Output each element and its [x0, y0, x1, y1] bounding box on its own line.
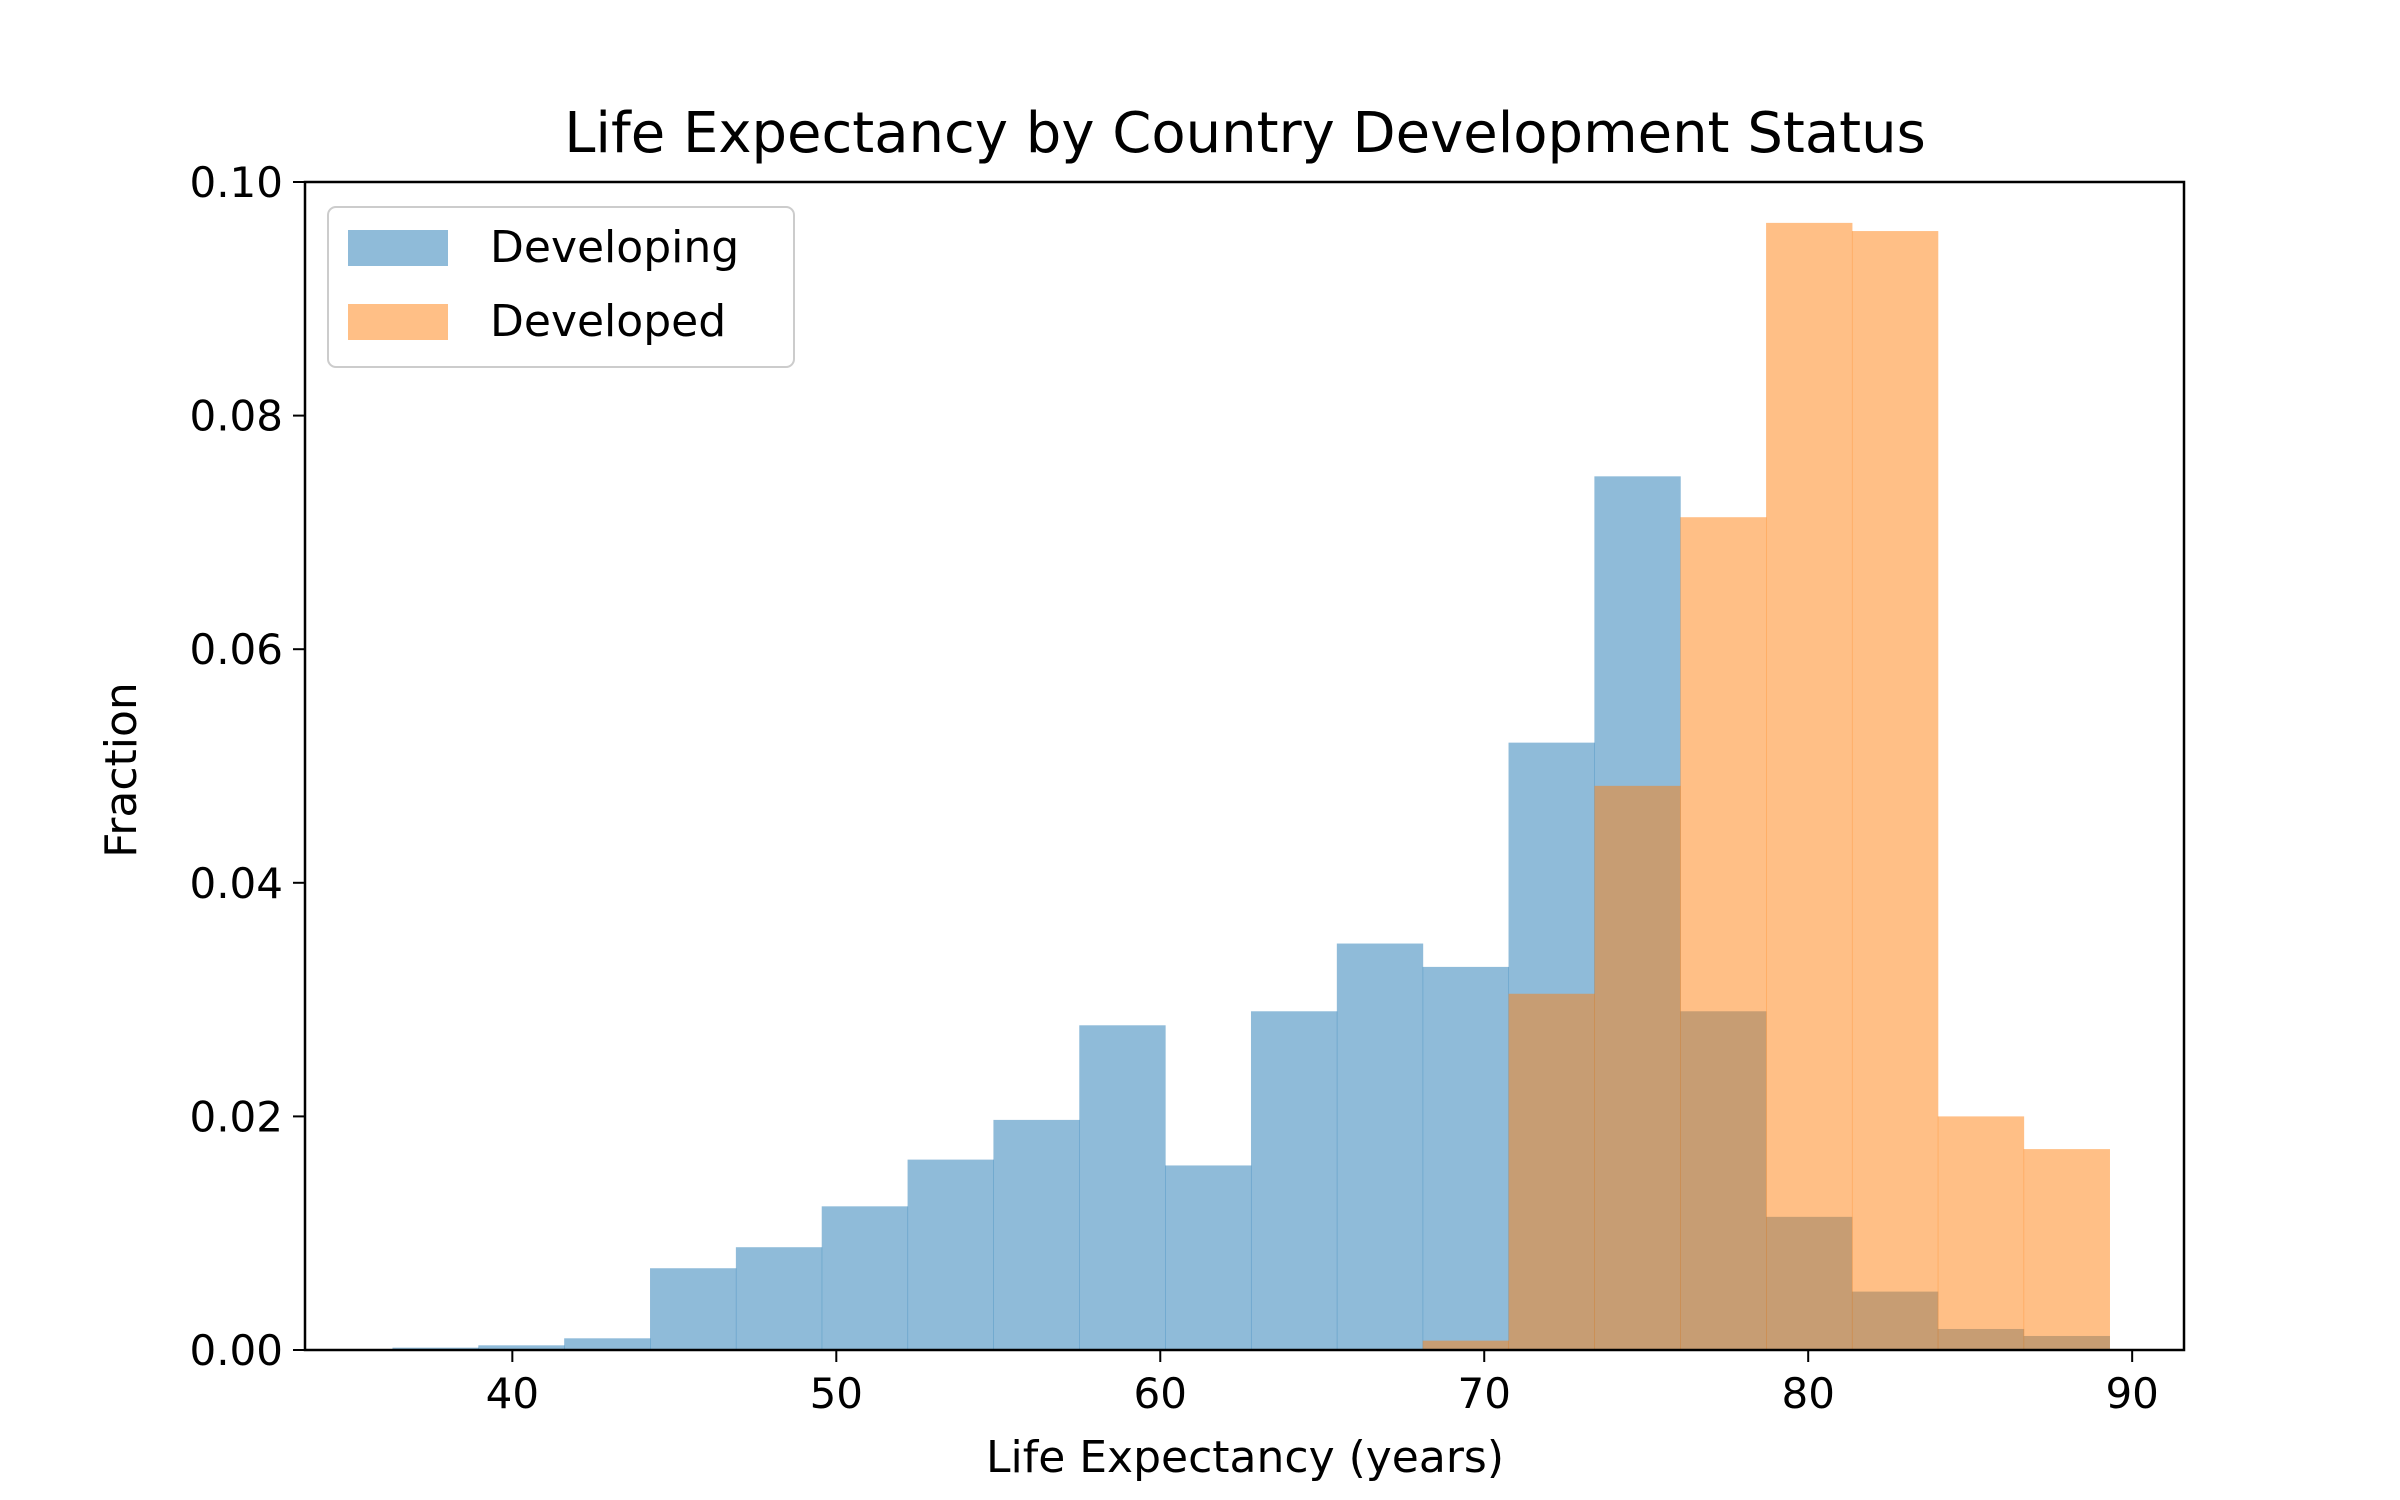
y-tick-label: 0.00 [189, 1326, 283, 1375]
legend-swatch-developing [348, 230, 448, 266]
bar-developing-1 [478, 1345, 565, 1350]
legend-label-developed: Developed [490, 296, 726, 347]
bar-developed-16 [1766, 222, 1853, 1350]
bar-developed-19 [2023, 1149, 2110, 1350]
bar-developing-9 [1165, 1165, 1252, 1350]
bar-developed-13 [1508, 993, 1595, 1350]
legend-swatch-developed [348, 304, 448, 340]
y-axis: 0.00 0.02 0.04 0.06 0.08 0.10 [189, 158, 305, 1375]
x-tick-label: 90 [2105, 1369, 2158, 1418]
bar-developing-2 [564, 1338, 651, 1350]
bar-developed-18 [1937, 1116, 2025, 1350]
bar-developed-14 [1594, 785, 1681, 1350]
x-tick-label: 50 [810, 1369, 863, 1418]
y-tick-label: 0.04 [189, 859, 283, 908]
bar-developing-12 [1422, 966, 1510, 1350]
bars-layer [392, 222, 2110, 1350]
bar-developing-5 [821, 1206, 909, 1350]
chart-title: Life Expectancy by Country Development S… [564, 101, 1926, 166]
bar-developing-10 [1250, 1011, 1338, 1350]
y-tick-label: 0.02 [189, 1092, 283, 1141]
x-tick-label: 40 [486, 1369, 539, 1418]
legend: Developing Developed [327, 206, 795, 368]
x-tick-label: 70 [1458, 1369, 1511, 1418]
bar-developed-12 [1422, 1340, 1510, 1350]
bar-developing-8 [1079, 1025, 1166, 1350]
bar-developing-6 [907, 1159, 994, 1350]
x-axis-label: Life Expectancy (years) [986, 1432, 1504, 1483]
x-axis: 40 50 60 70 80 90 [486, 1350, 2159, 1418]
bar-developing-7 [993, 1119, 1080, 1350]
bar-developed-15 [1680, 517, 1767, 1350]
x-tick-label: 60 [1134, 1369, 1187, 1418]
plot-frame [303, 180, 2186, 1352]
y-tick-label: 0.08 [189, 392, 283, 441]
legend-label-developing: Developing [490, 222, 739, 273]
bar-developing-3 [650, 1268, 737, 1350]
y-tick-label: 0.10 [189, 158, 283, 207]
bar-developed-17 [1851, 231, 1939, 1350]
y-tick-label: 0.06 [189, 625, 283, 674]
bar-developing-4 [735, 1247, 823, 1350]
x-tick-label: 80 [1781, 1369, 1834, 1418]
bar-developing-11 [1336, 943, 1424, 1350]
y-axis-label: Fraction [96, 682, 147, 858]
